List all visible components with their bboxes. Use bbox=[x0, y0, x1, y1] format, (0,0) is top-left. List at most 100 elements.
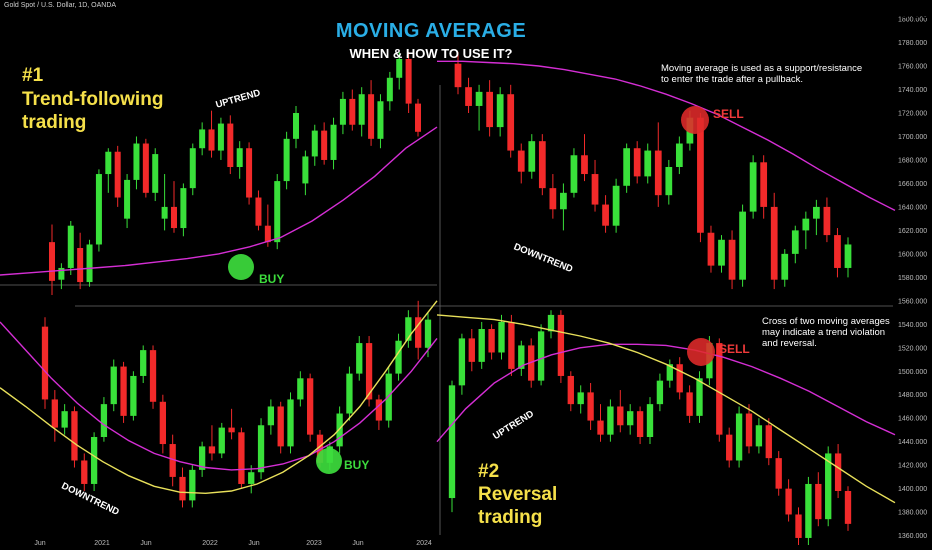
candle-up bbox=[90, 437, 98, 484]
candle-up bbox=[189, 148, 196, 189]
candle-down bbox=[765, 425, 772, 459]
moving-average-magenta bbox=[0, 321, 438, 471]
sell-signal-circle-top bbox=[681, 106, 709, 134]
candle-down bbox=[238, 432, 245, 484]
candle-down bbox=[823, 206, 831, 236]
candle-down bbox=[726, 434, 733, 461]
candle-down bbox=[120, 366, 127, 416]
y-tick-label: 1740.000 bbox=[898, 87, 927, 94]
candle-down bbox=[349, 98, 356, 125]
candle-up bbox=[339, 98, 346, 125]
candle-down bbox=[654, 150, 662, 196]
candle-down bbox=[264, 225, 271, 243]
candle-up bbox=[356, 343, 363, 374]
candle-up bbox=[665, 167, 673, 196]
candle-up bbox=[287, 399, 294, 447]
candle-up bbox=[311, 130, 318, 157]
candle-up bbox=[844, 244, 852, 268]
candle-down bbox=[227, 123, 234, 167]
candle-down bbox=[795, 514, 802, 538]
y-tick-label: 1760.000 bbox=[898, 64, 927, 71]
y-tick-label: 1400.000 bbox=[898, 486, 927, 493]
candle-up bbox=[386, 77, 393, 102]
buy-label-top: BUY bbox=[259, 272, 285, 286]
candle-down bbox=[465, 87, 472, 106]
candle-down bbox=[538, 141, 546, 189]
candle-up bbox=[67, 225, 74, 268]
candle-up bbox=[666, 364, 673, 381]
candle-down bbox=[375, 399, 383, 421]
candle-up bbox=[518, 345, 525, 369]
candle-down bbox=[707, 232, 715, 266]
moving-average-magenta bbox=[437, 60, 896, 212]
candle-up bbox=[152, 154, 159, 193]
candle-down bbox=[760, 162, 768, 207]
moving-average-yellow bbox=[0, 300, 438, 495]
candle-down bbox=[255, 197, 262, 226]
y-tick-label: 1560.000 bbox=[898, 298, 927, 305]
candle-up bbox=[560, 192, 567, 210]
candle-up bbox=[448, 385, 456, 499]
x-tick-label: Jun bbox=[248, 540, 259, 547]
section-2-title-line1: Reversal bbox=[478, 484, 558, 505]
y-tick-label: 1640.000 bbox=[898, 204, 927, 211]
candle-up bbox=[217, 123, 224, 151]
candle-down bbox=[697, 117, 704, 233]
candle-up bbox=[537, 331, 545, 381]
x-tick-label: Jun bbox=[140, 540, 151, 547]
candle-up bbox=[377, 101, 384, 139]
candle-up bbox=[675, 143, 683, 167]
y-tick-label: 1460.000 bbox=[898, 416, 927, 423]
candle-down bbox=[114, 151, 121, 198]
candle-down bbox=[834, 453, 842, 491]
candle-up bbox=[458, 338, 466, 386]
candle-down bbox=[277, 406, 284, 447]
candle-up bbox=[257, 425, 265, 473]
candle-down bbox=[81, 460, 88, 484]
candle-up bbox=[283, 138, 290, 182]
candle-down bbox=[159, 401, 166, 445]
y-tick-label: 1540.000 bbox=[898, 322, 927, 329]
candle-down bbox=[745, 413, 753, 447]
y-tick-label: 1720.000 bbox=[898, 111, 927, 118]
candle-up bbox=[58, 267, 65, 280]
candle-up bbox=[802, 218, 810, 231]
candle-down bbox=[142, 143, 149, 193]
candle-up bbox=[623, 148, 631, 186]
candle-up bbox=[749, 162, 757, 212]
cross-note-line2: may indicate a trend violation bbox=[762, 327, 886, 338]
candle-up bbox=[292, 113, 300, 139]
candle-up bbox=[805, 483, 812, 538]
candle-up bbox=[577, 392, 584, 405]
candle-up bbox=[100, 404, 108, 437]
candle-down bbox=[834, 235, 841, 268]
candle-down bbox=[488, 329, 495, 353]
candle-down bbox=[170, 206, 178, 229]
candle-down bbox=[517, 150, 525, 172]
candle-up bbox=[644, 150, 652, 177]
candle-up bbox=[130, 375, 137, 416]
buy-signal-circle-top bbox=[228, 254, 254, 280]
candle-up bbox=[739, 211, 746, 280]
candle-up bbox=[496, 94, 504, 128]
candle-up bbox=[656, 380, 664, 405]
candle-down bbox=[597, 420, 604, 435]
y-tick-label: 1420.000 bbox=[898, 463, 927, 470]
moving-average-magenta bbox=[436, 343, 896, 443]
candle-up bbox=[61, 411, 68, 428]
candle-down bbox=[785, 488, 792, 515]
chart-title: MOVING AVERAGE bbox=[335, 20, 527, 42]
candle-up bbox=[248, 472, 255, 484]
candle-up bbox=[646, 404, 654, 437]
candle-down bbox=[405, 59, 412, 104]
candle-down bbox=[179, 476, 186, 501]
y-tick-label: 1360.000 bbox=[898, 533, 927, 540]
moving-average-magenta bbox=[0, 126, 438, 276]
x-tick-label: 2022 bbox=[202, 540, 218, 547]
candle-up bbox=[718, 239, 725, 266]
candle-up bbox=[86, 244, 93, 283]
candle-down bbox=[414, 103, 422, 132]
candle-down bbox=[728, 239, 736, 280]
